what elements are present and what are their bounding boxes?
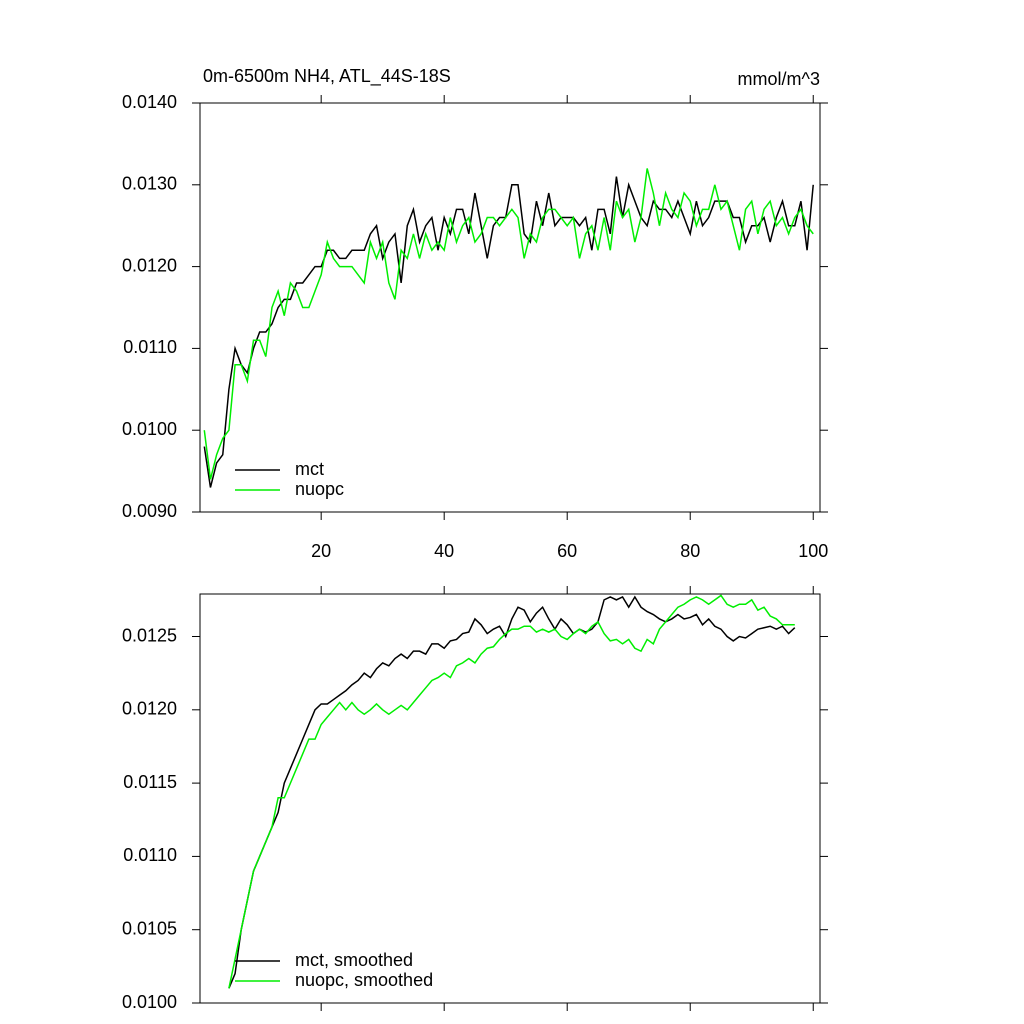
series-line <box>228 594 795 989</box>
plot-frame <box>199 102 821 513</box>
x-tick-label: 80 <box>680 541 700 561</box>
y-tick-label: 0.0100 <box>122 419 177 439</box>
y-tick-label: 0.0090 <box>122 501 177 521</box>
series-line <box>228 595 796 989</box>
chart-title: 0m-6500m NH4, ATL_44S-18S <box>203 66 451 87</box>
legend-label: mct <box>295 459 324 479</box>
y-tick-label: 0.0115 <box>123 772 177 792</box>
legend-label: nuopc, smoothed <box>295 970 433 990</box>
y-tick-label: 0.0105 <box>122 918 177 938</box>
y-tick-label: 0.0125 <box>122 625 177 645</box>
y-tick-label: 0.0120 <box>122 699 177 719</box>
series-line <box>203 168 814 480</box>
y-tick-label: 0.0110 <box>123 337 177 357</box>
legend-label: nuopc <box>295 479 344 499</box>
units-label: mmol/m^3 <box>738 69 820 89</box>
x-tick-label: 100 <box>798 541 828 561</box>
y-tick-label: 0.0100 <box>122 992 177 1012</box>
series-line <box>203 176 814 488</box>
y-tick-label: 0.0130 <box>122 174 177 194</box>
x-tick-label: 20 <box>311 541 331 561</box>
y-tick-label: 0.0140 <box>122 92 177 112</box>
x-tick-label: 40 <box>434 541 454 561</box>
y-tick-label: 0.0110 <box>123 845 177 865</box>
x-tick-label: 60 <box>557 541 577 561</box>
plot-frame <box>199 593 821 1004</box>
legend-label: mct, smoothed <box>295 950 413 970</box>
y-tick-label: 0.0120 <box>122 255 177 275</box>
